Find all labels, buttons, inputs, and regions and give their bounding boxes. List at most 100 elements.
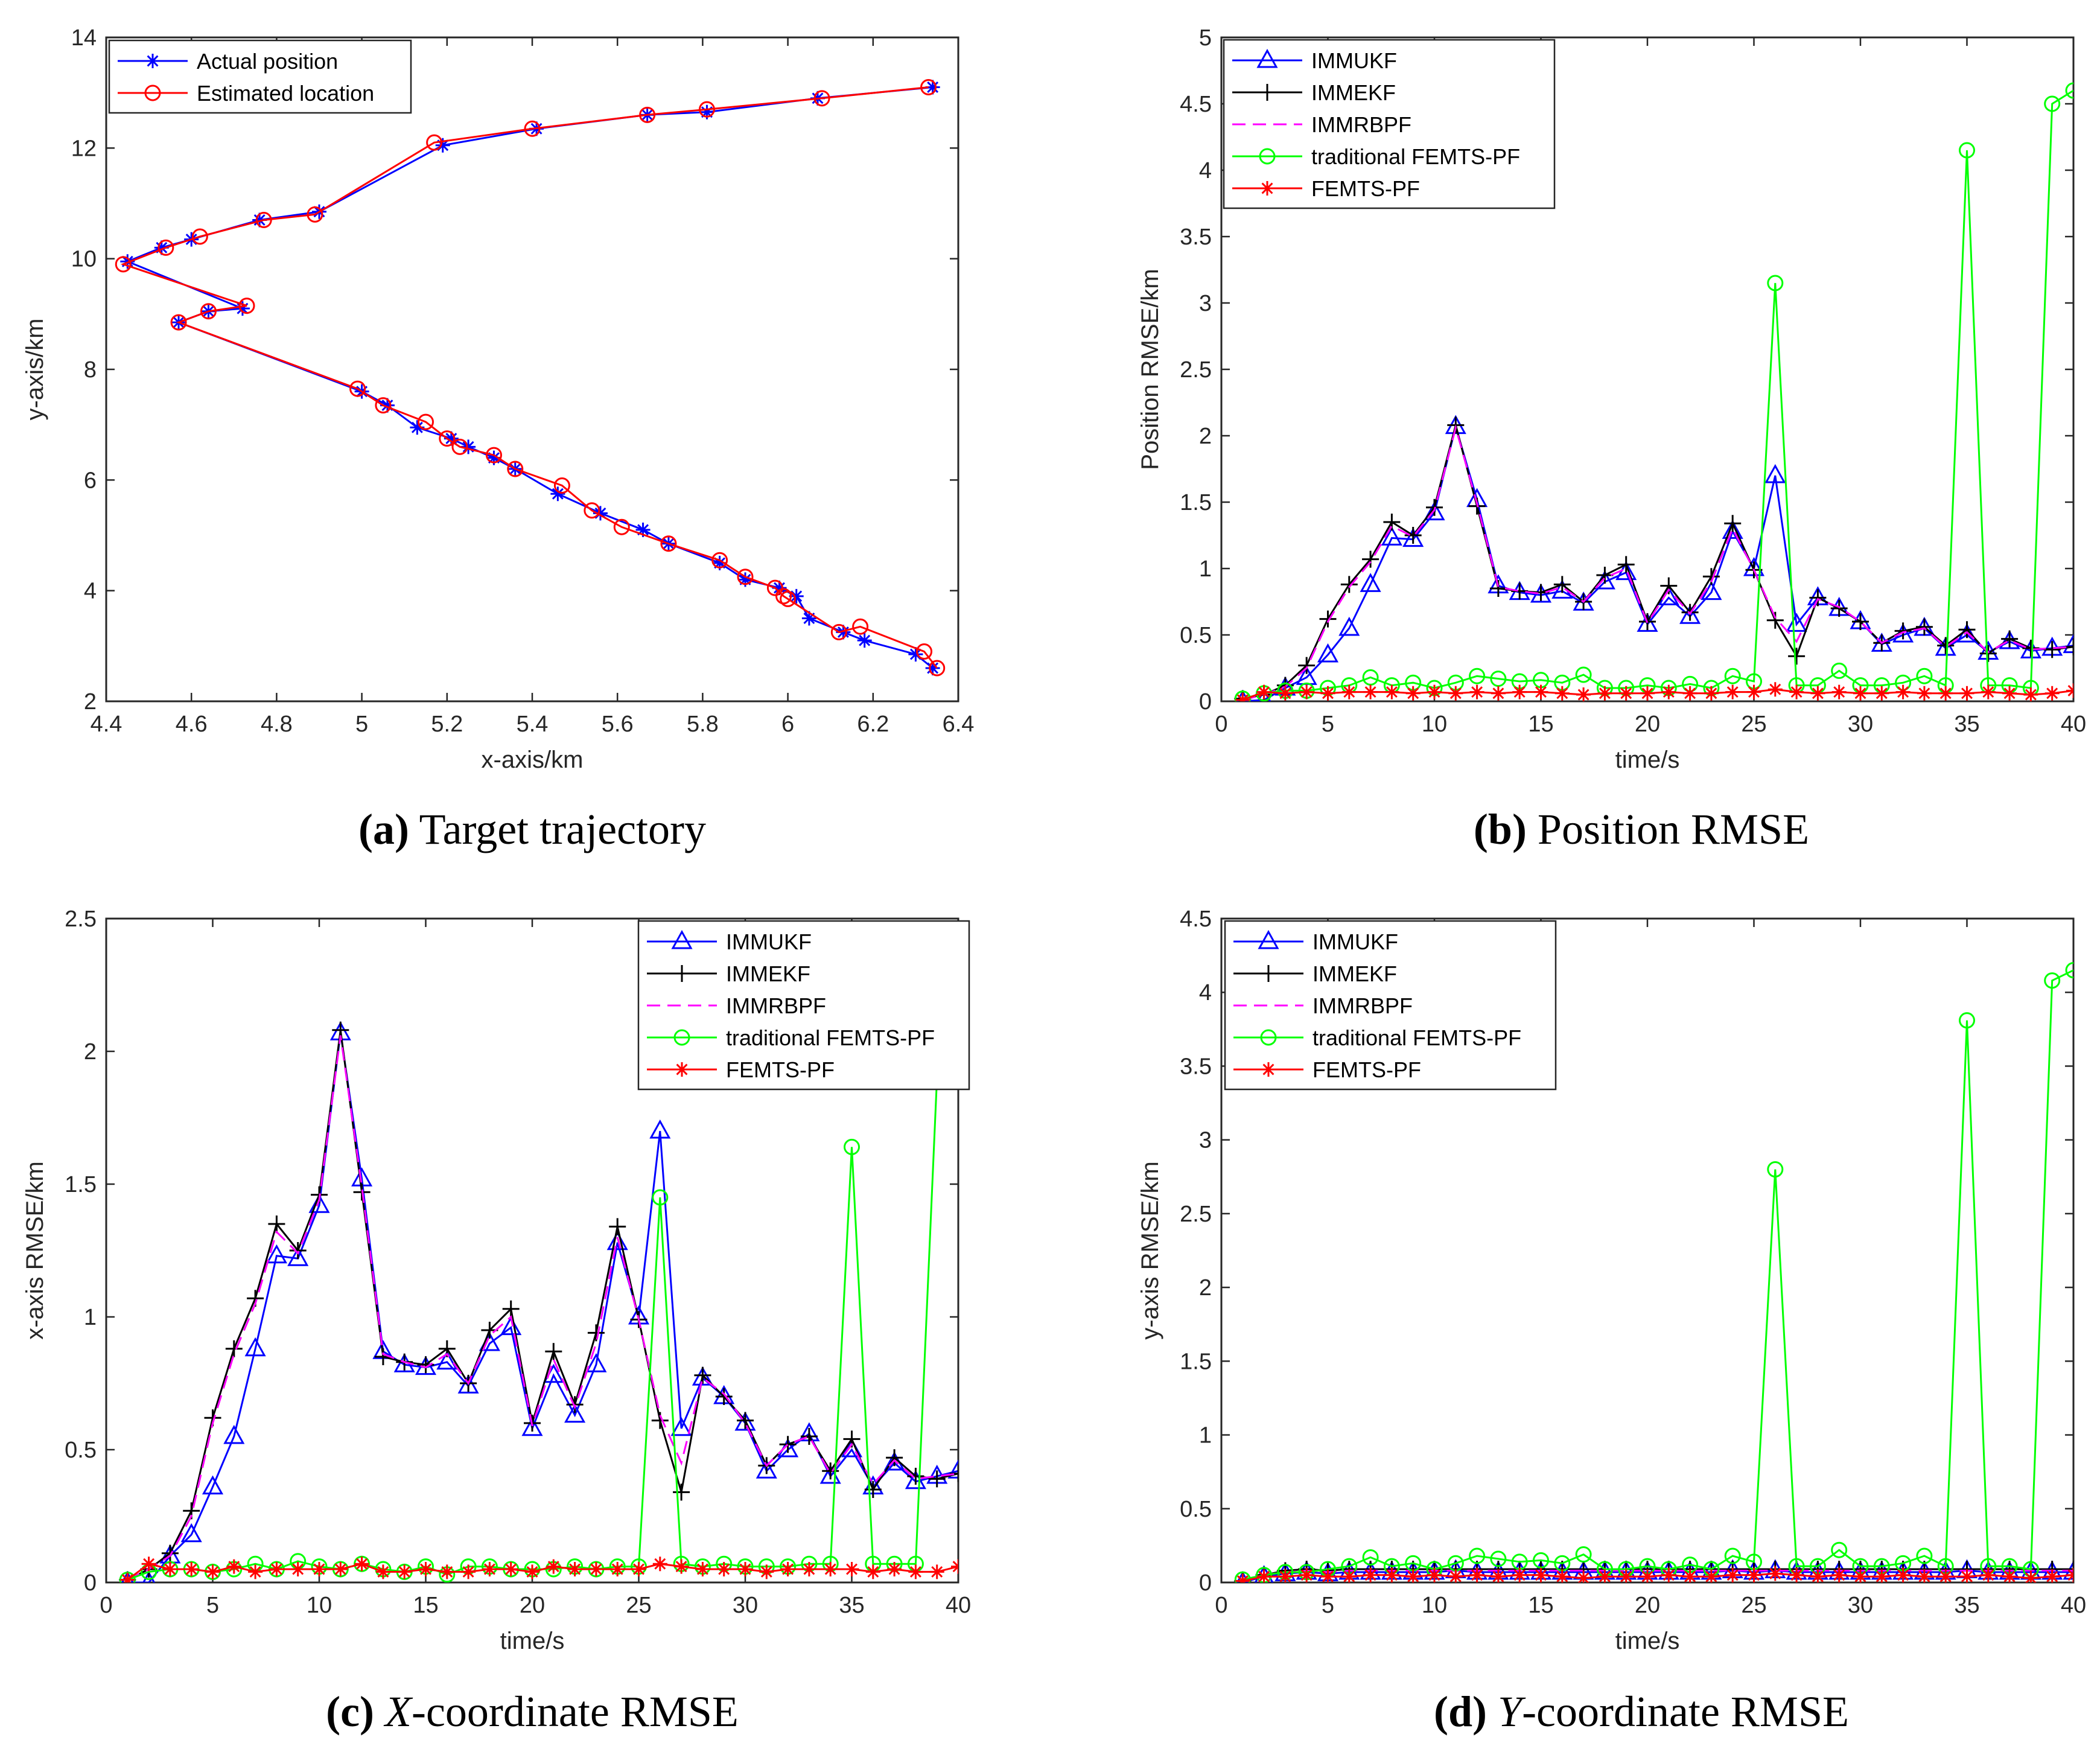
data-point — [1810, 1569, 1825, 1582]
data-point — [1469, 1567, 1484, 1582]
data-point — [857, 633, 872, 648]
data-point — [1831, 1541, 1848, 1558]
data-point — [1637, 613, 1658, 632]
data-point — [1340, 576, 1358, 593]
data-point — [567, 1562, 582, 1576]
chart-a: 4.4 4.6 4.8 5 5.2 5.4 5.6 5.8 6 6.2 6.4 2 4 6 8 10 12 14 x… — [22, 25, 974, 853]
data-point — [1725, 684, 1740, 699]
y-tick-label: 6 — [84, 468, 97, 493]
y-tick-label: 2 — [1199, 424, 1212, 449]
data-point — [694, 1366, 711, 1384]
x-axis-label: x-axis/km — [482, 747, 584, 773]
legend-entry: IMMRBPF — [726, 993, 826, 1018]
data-point — [435, 138, 450, 153]
figure-caption: (c) X-coordinate RMSE — [326, 1687, 739, 1736]
series-line-traditional-femts-pf — [1242, 969, 2073, 1581]
x-tick-label: 5.8 — [687, 712, 719, 737]
data-point — [1341, 1569, 1357, 1582]
data-point — [184, 1562, 199, 1576]
data-point — [660, 535, 677, 552]
data-point — [223, 1424, 245, 1444]
legend-entry: Actual position — [197, 49, 338, 74]
data-point — [269, 1562, 284, 1576]
data-point — [1874, 686, 1889, 701]
data-point — [1533, 1552, 1549, 1569]
x-tick-label: 0 — [1215, 712, 1227, 737]
data-point — [1427, 1567, 1442, 1582]
data-point — [120, 1572, 135, 1582]
y-axis-label: x-axis RMSE/km — [22, 1161, 48, 1340]
y-tick-label: 3.5 — [1180, 1054, 1212, 1079]
x-tick-label: 25 — [626, 1593, 651, 1618]
series-line-femts-pf — [1242, 1572, 2073, 1582]
data-point — [1490, 1550, 1507, 1567]
legend-marker — [145, 54, 160, 68]
data-point — [1554, 686, 1570, 701]
caption-tag: (a) — [358, 805, 409, 853]
legend-entry: IMMEKF — [1312, 961, 1397, 986]
data-point — [1724, 515, 1742, 532]
x-tick-label: 35 — [839, 1593, 864, 1618]
caption-text: -coordinate RMSE — [1522, 1687, 1849, 1736]
data-point — [712, 555, 727, 570]
chart-b: 0 5 10 15 20 25 30 35 40 0 0.5 1 1.5 2 2.5 3 3.5 4 4.5 5 tim… — [1137, 25, 2086, 853]
data-point — [734, 1411, 756, 1431]
legend: IMMUKF IMMEKF IMMRBPF traditional FEMTS-PF F… — [1223, 39, 1556, 209]
data-point — [1575, 1546, 1592, 1563]
data-point — [756, 1459, 777, 1479]
y-tick-label: 3 — [1199, 1128, 1212, 1153]
data-point — [500, 1316, 522, 1336]
caption-tag: (c) — [326, 1687, 374, 1736]
data-point — [2044, 972, 2061, 989]
data-point — [1384, 684, 1399, 699]
series-line-immrbpf — [1242, 1569, 2073, 1582]
legend-marker — [1260, 1029, 1277, 1046]
data-point — [1830, 600, 1848, 617]
series-layer — [119, 1021, 958, 1582]
data-point — [1469, 684, 1484, 699]
data-point — [780, 590, 797, 607]
x-tick-label: 10 — [307, 1593, 332, 1618]
x-tick-label: 5 — [355, 712, 368, 737]
y-tick-label: 1.5 — [1180, 1349, 1212, 1374]
data-point — [1679, 605, 1701, 624]
x-tick-label: 35 — [1954, 712, 1979, 737]
data-point — [1381, 526, 1402, 546]
series-line-immrbpf — [127, 1035, 958, 1581]
data-point — [1853, 1569, 1868, 1582]
figure-caption: (a) Target trajectory — [358, 805, 706, 853]
data-point — [451, 438, 468, 455]
data-point — [1789, 1567, 1804, 1582]
data-point — [1766, 611, 1784, 629]
data-point — [1702, 568, 1720, 585]
caption-text: -coordinate RMSE — [412, 1687, 739, 1736]
data-point — [844, 1562, 859, 1576]
data-point — [928, 1470, 946, 1488]
data-point — [800, 1428, 818, 1445]
y-tick-label: 1 — [84, 1305, 97, 1330]
data-point — [907, 1468, 924, 1485]
data-point — [1404, 527, 1422, 544]
x-tick-label: 6 — [781, 712, 794, 737]
data-point — [1789, 684, 1804, 699]
legend-entry: traditional FEMTS-PF — [726, 1025, 935, 1050]
data-point — [1320, 686, 1335, 701]
y-axis-label: y-axis RMSE/km — [1137, 1161, 1163, 1340]
data-point — [1725, 1567, 1740, 1582]
data-point — [1319, 610, 1337, 628]
data-point — [813, 90, 830, 107]
legend-entry: IMMRBPF — [1312, 993, 1413, 1018]
y-tick-label: 12 — [71, 136, 97, 161]
data-point — [141, 1557, 156, 1572]
data-point — [886, 1449, 903, 1467]
series-line-femts-pf — [127, 1563, 958, 1581]
data-point — [1640, 686, 1655, 701]
data-point — [1597, 686, 1612, 701]
data-point — [1234, 690, 1251, 701]
data-point — [865, 1564, 880, 1579]
data-point — [486, 450, 501, 465]
data-point — [1916, 668, 1933, 684]
chart-c: 0 5 10 15 20 25 30 35 40 0 0.5 1 1.5 2 2.5 time/s x-axis… — [22, 907, 971, 1736]
x-tick-label: 5.4 — [517, 712, 549, 737]
series-line-immekf — [127, 1030, 958, 1581]
